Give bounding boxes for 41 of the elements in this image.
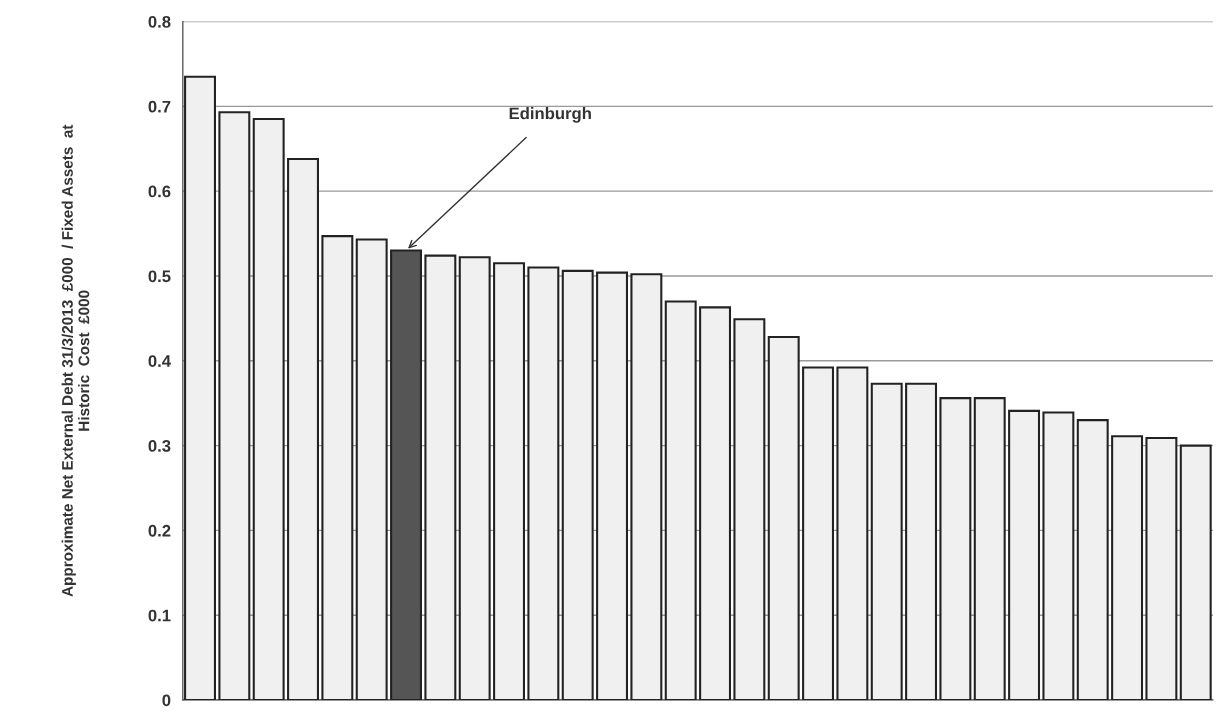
bar <box>355 238 388 701</box>
bar <box>836 366 869 701</box>
bar <box>1179 444 1212 701</box>
y-tick-label: 0.1 <box>148 609 171 622</box>
bar <box>870 382 903 701</box>
bar <box>1008 409 1041 701</box>
y-tick-label: 0.7 <box>148 100 171 113</box>
bar <box>287 157 319 701</box>
y-tick-label: 0.4 <box>148 355 171 367</box>
bar <box>1042 411 1075 701</box>
bar <box>939 397 972 701</box>
bar <box>218 111 251 701</box>
bar <box>493 262 526 701</box>
bar <box>596 271 629 701</box>
bar <box>321 235 354 701</box>
bar <box>390 249 422 701</box>
annotation: Edinburgh <box>509 107 591 123</box>
bar <box>458 256 491 701</box>
bar <box>767 336 800 701</box>
y-tick-label: 0.8 <box>148 15 171 28</box>
y-tick-label: 0.3 <box>148 440 171 452</box>
bar <box>630 273 663 701</box>
bar <box>184 75 216 701</box>
bar <box>733 318 766 701</box>
y-tick-label: 0 <box>162 694 171 707</box>
bar <box>561 269 594 701</box>
bar <box>664 300 697 701</box>
y-axis-title: Approximate Net External Debt 31/3/2013 £000 / Fixed Assets at Historic Cost £000 <box>61 124 90 597</box>
bar <box>973 397 1006 701</box>
bar <box>527 266 560 701</box>
bar <box>1145 436 1178 701</box>
y-tick-label: 0.6 <box>148 185 171 198</box>
bar <box>905 382 938 701</box>
bar <box>1076 419 1109 701</box>
y-tick-label: 0.5 <box>148 270 171 283</box>
bar <box>424 254 457 701</box>
bar <box>699 306 732 701</box>
bar <box>802 366 835 701</box>
y-tick-label: 0.2 <box>148 524 171 537</box>
bar <box>1111 435 1144 701</box>
bar <box>252 118 285 701</box>
